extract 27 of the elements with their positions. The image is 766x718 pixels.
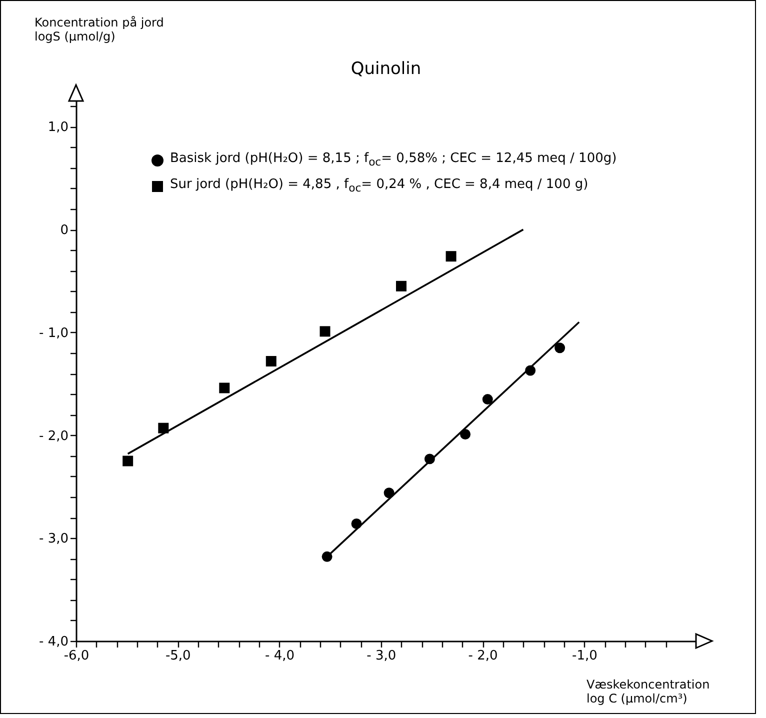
point [482,394,493,405]
legend-label: Sur jord (pH(H₂O) = 4,85 , f$_{oc}$= 0,24 % , CEC = 8,4 meq / 100 g) [170,177,588,195]
x-tick-label: - 3,0 [366,648,396,664]
y-tick-label: - 1,0 [39,326,68,341]
y-tick-label: - 4,0 [39,634,68,650]
y-tick-label: - 3,0 [39,532,68,547]
x-tick-label: -1,0 [572,648,598,664]
point [554,342,566,354]
point [158,422,169,434]
x-tick-label: - 2,0 [468,648,498,664]
x-tick-label: -5,0 [165,648,191,664]
x-axis-title: Væskekoncentration log C (µmol/cm³) [586,678,710,706]
point [396,280,406,292]
y-tick-label: - 2,0 [39,428,68,444]
point [266,356,276,366]
chart-title: Quinolin [350,59,422,79]
x-tick-label: -6,0 [64,648,90,664]
y-tick-label: 1,0 [48,120,68,136]
x-tick-label: - 4,0 [265,648,295,664]
legend-label: Basisk jord (pH(H₂O) = 8,15 ; f$_{oc}$= 0,58% ; CEC = 12,45 meq / 100g) [170,151,617,169]
y-tick-label: 0 [60,223,68,238]
y-axis-title: Koncentration på jord logS (µmol/g) [34,16,164,44]
point [320,326,330,337]
point [446,251,456,262]
point [122,456,134,466]
point [460,429,471,440]
point [219,382,230,394]
